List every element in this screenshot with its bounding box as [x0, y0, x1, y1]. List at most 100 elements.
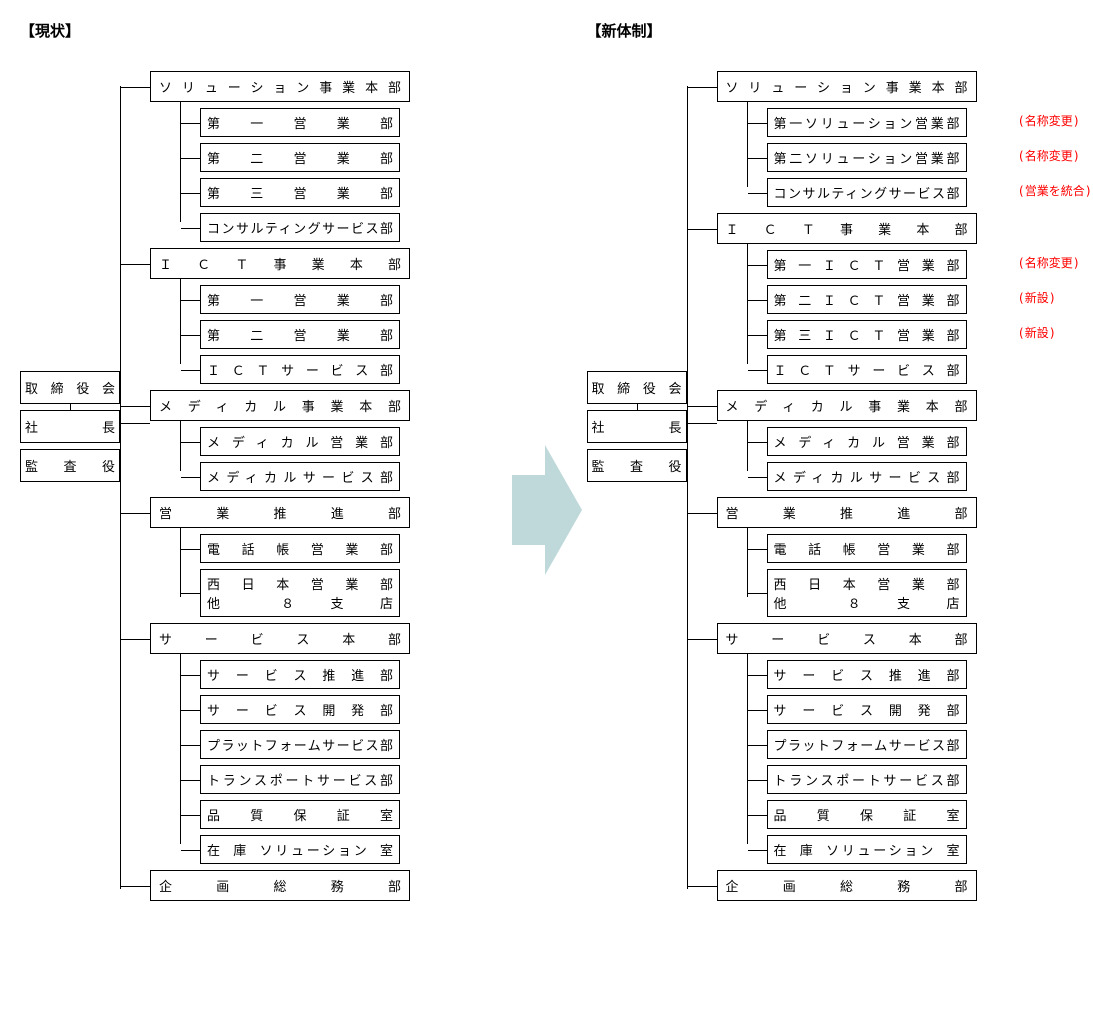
dept-head: 営 業 推 進 部 [150, 497, 410, 528]
sub-dept-label: メディカルサービス部 [207, 467, 393, 486]
sub-dept: メディカル営業部 [767, 427, 967, 456]
dept-head: 営 業 推 進 部 [717, 497, 977, 528]
sub-dept: 電 話 帳 営 業 部 [200, 534, 400, 563]
sub-dept-label: 電 話 帳 営 業 部 [207, 539, 393, 558]
sub-dept: トランスポートサービス部 [200, 765, 400, 794]
sub-group: 第一ソリューション営業部(名称変更)第二ソリューション営業部(名称変更)コンサル… [727, 108, 1074, 207]
sub-group: メディカル営業部メディカルサービス部 [160, 427, 507, 491]
current-tree: ソリューション事業本部第 一 営 業 部第 二 営 業 部第 三 営 業 部コン… [150, 71, 507, 907]
sub-dept-label: 第 一 営 業 部 [207, 290, 393, 309]
sub-dept: 第二ＩＣＴ営業部(新設) [767, 285, 967, 314]
sub-dept: プラットフォームサービス部 [767, 730, 967, 759]
dept-group: 企 画 総 務 部 [717, 870, 1074, 901]
root-president: 社 長 [20, 410, 120, 443]
sub-dept: サ ー ビ ス 推 進 部 [200, 660, 400, 689]
sub-dept-label: 第一ＩＣＴ営業部 [774, 255, 960, 274]
dept-head: 企 画 総 務 部 [717, 870, 977, 901]
root-president: 社 長 [587, 410, 687, 443]
sub-dept: ＩＣＴサービス部 [200, 355, 400, 384]
dept-head: ソリューション事業本部 [150, 71, 410, 102]
sub-dept: 西 日 本 営 業 部他 ８ 支 店 [200, 569, 400, 617]
sub-dept: サ ー ビ ス 開 発 部 [200, 695, 400, 724]
sub-dept-label: 第一ソリューション営業部 [774, 113, 960, 132]
sub-dept: 第一ＩＣＴ営業部(名称変更) [767, 250, 967, 279]
arrow-icon [507, 440, 587, 580]
sub-dept-label: トランスポートサービス部 [207, 770, 393, 789]
sub-dept-label: サ ー ビ ス 開 発 部 [774, 700, 960, 719]
root-board: 取締役会 [20, 371, 120, 404]
new-title: 【新体制】 [587, 20, 1074, 41]
sub-dept-label: ＩＣＴサービス部 [207, 360, 393, 379]
sub-dept-label: 西 日 本 営 業 部 [774, 574, 960, 593]
sub-dept-label: メディカル営業部 [207, 432, 393, 451]
sub-dept: 在 庫 ソリューション 室 [200, 835, 400, 864]
dept-head: サ ー ビ ス 本 部 [717, 623, 977, 654]
sub-dept-label: 第 一 営 業 部 [207, 113, 393, 132]
sub-group: メディカル営業部メディカルサービス部 [727, 427, 1074, 491]
org-chart-container: 【現状】 取締役会 社 長 監 査 役 ソリューション事業本部第 一 営 業 部… [20, 20, 1073, 907]
sub-dept-label: ＩＣＴサービス部 [774, 360, 960, 379]
dept-group: ＩＣＴ事業本部第一ＩＣＴ営業部(名称変更)第二ＩＣＴ営業部(新設)第三ＩＣＴ営業… [717, 213, 1074, 384]
sub-group: サ ー ビ ス 推 進 部サ ー ビ ス 開 発 部プラットフォームサービス部ト… [160, 660, 507, 864]
sub-dept-label: プラットフォームサービス部 [207, 735, 393, 754]
sub-dept-label: メディカル営業部 [774, 432, 960, 451]
sub-group: 電 話 帳 営 業 部西 日 本 営 業 部他 ８ 支 店 [160, 534, 507, 617]
sub-dept: サ ー ビ ス 開 発 部 [767, 695, 967, 724]
sub-dept-label: 第二ソリューション営業部 [774, 148, 960, 167]
sub-dept-label: サ ー ビ ス 推 進 部 [207, 665, 393, 684]
sub-dept: 品 質 保 証 室 [767, 800, 967, 829]
dept-head: ソリューション事業本部 [717, 71, 977, 102]
sub-dept: 第 一 営 業 部 [200, 285, 400, 314]
current-title: 【現状】 [20, 20, 507, 41]
sub-dept-label: プラットフォームサービス部 [774, 735, 960, 754]
sub-dept: サ ー ビ ス 推 進 部 [767, 660, 967, 689]
root-auditor: 監 査 役 [587, 449, 687, 482]
sub-group: サ ー ビ ス 推 進 部サ ー ビ ス 開 発 部プラットフォームサービス部ト… [727, 660, 1074, 864]
sub-dept: メディカル営業部 [200, 427, 400, 456]
sub-dept-label: サ ー ビ ス 開 発 部 [207, 700, 393, 719]
sub-dept-label: 第 二 営 業 部 [207, 148, 393, 167]
sub-dept-label: 品 質 保 証 室 [774, 805, 960, 824]
sub-dept: 第一ソリューション営業部(名称変更) [767, 108, 967, 137]
sub-dept: 品 質 保 証 室 [200, 800, 400, 829]
sub-dept-label2: 他 ８ 支 店 [774, 593, 960, 612]
sub-dept-label: サ ー ビ ス 推 進 部 [774, 665, 960, 684]
sub-dept-label: コンサルティングサービス部 [207, 218, 393, 237]
sub-group: 第一ＩＣＴ営業部(名称変更)第二ＩＣＴ営業部(新設)第三ＩＣＴ営業部(新設)ＩＣ… [727, 250, 1074, 384]
dept-group: メディカル事業本部メディカル営業部メディカルサービス部 [717, 390, 1074, 491]
sub-dept-label: メディカルサービス部 [774, 467, 960, 486]
sub-dept-label: 第三ＩＣＴ営業部 [774, 325, 960, 344]
current-org: 【現状】 取締役会 社 長 監 査 役 ソリューション事業本部第 一 営 業 部… [20, 20, 507, 907]
dept-group: ソリューション事業本部第 一 営 業 部第 二 営 業 部第 三 営 業 部コン… [150, 71, 507, 242]
sub-dept-label: 第 二 営 業 部 [207, 325, 393, 344]
sub-dept: 第三ＩＣＴ営業部(新設) [767, 320, 967, 349]
change-note: (新設) [1018, 289, 1056, 306]
change-note: (新設) [1018, 324, 1056, 341]
root-board: 取締役会 [587, 371, 687, 404]
sub-dept: 第二ソリューション営業部(名称変更) [767, 143, 967, 172]
dept-group: 企 画 総 務 部 [150, 870, 507, 901]
sub-dept: メディカルサービス部 [767, 462, 967, 491]
sub-dept: トランスポートサービス部 [767, 765, 967, 794]
sub-dept: 在 庫 ソリューション 室 [767, 835, 967, 864]
dept-group: サ ー ビ ス 本 部サ ー ビ ス 推 進 部サ ー ビ ス 開 発 部プラッ… [717, 623, 1074, 864]
sub-group: 第 一 営 業 部第 二 営 業 部第 三 営 業 部コンサルティングサービス部 [160, 108, 507, 242]
sub-dept: メディカルサービス部 [200, 462, 400, 491]
sub-group: 第 一 営 業 部第 二 営 業 部 ＩＣＴサービス部 [160, 285, 507, 384]
dept-head: サ ー ビ ス 本 部 [150, 623, 410, 654]
transition-arrow [507, 440, 587, 580]
dept-group: サ ー ビ ス 本 部サ ー ビ ス 推 進 部サ ー ビ ス 開 発 部プラッ… [150, 623, 507, 864]
sub-group: 電 話 帳 営 業 部西 日 本 営 業 部他 ８ 支 店 [727, 534, 1074, 617]
sub-dept: コンサルティングサービス部 [200, 213, 400, 242]
sub-dept-label: 電 話 帳 営 業 部 [774, 539, 960, 558]
sub-dept-label: 第 三 営 業 部 [207, 183, 393, 202]
sub-dept: 第 三 営 業 部 [200, 178, 400, 207]
sub-dept-label2: 他 ８ 支 店 [207, 593, 393, 612]
sub-dept: 第 二 営 業 部 [200, 143, 400, 172]
dept-head: 企 画 総 務 部 [150, 870, 410, 901]
sub-dept-label: 在 庫 ソリューション 室 [774, 840, 960, 859]
dept-group: メディカル事業本部メディカル営業部メディカルサービス部 [150, 390, 507, 491]
sub-dept: 第 一 営 業 部 [200, 108, 400, 137]
sub-dept-label: 在 庫 ソリューション 室 [207, 840, 393, 859]
sub-dept: 西 日 本 営 業 部他 ８ 支 店 [767, 569, 967, 617]
